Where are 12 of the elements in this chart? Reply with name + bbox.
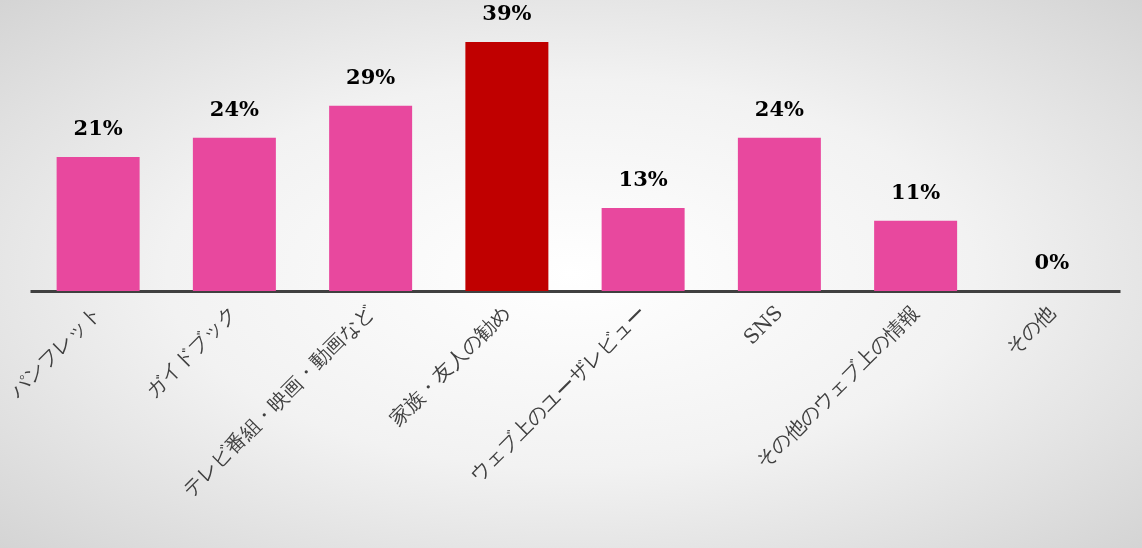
data-label: 29% <box>346 63 396 89</box>
data-label: 39% <box>482 0 532 25</box>
x-tick-label: その他 <box>1000 300 1060 360</box>
data-label: 13% <box>618 166 668 191</box>
data-label: 21% <box>73 114 123 140</box>
data-label: 24% <box>209 95 259 121</box>
data-label: 11% <box>891 178 941 204</box>
data-label: 24% <box>754 95 804 121</box>
data-label: 0% <box>1034 249 1070 274</box>
x-tick-label: パンフレット <box>3 300 106 403</box>
x-tick-label: ガイドブック <box>140 300 243 403</box>
x-tick-label: 家族・友人の勧め <box>384 300 515 431</box>
